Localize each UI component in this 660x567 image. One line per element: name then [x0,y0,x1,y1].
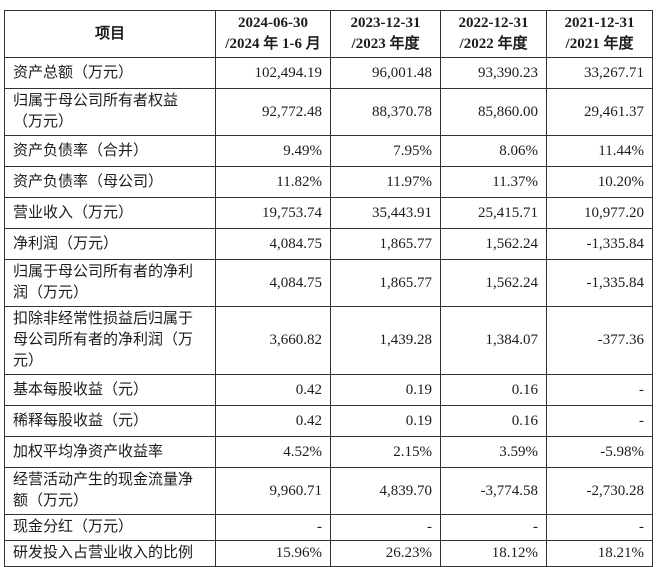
value-cell: 15.96% [215,540,331,567]
table-row-operating-cash-flow: 经营活动产生的现金流量净额（万元） 9,960.71 4,839.70 -3,7… [4,467,653,515]
column-header-2022: 2022-12-31 /2022 年度 [440,10,547,58]
value-cell: 92,772.48 [215,88,331,136]
value-cell: 88,370.78 [330,88,441,136]
value-cell: - [215,514,331,541]
row-label: 归属于母公司所有者的净利润（万元） [4,259,216,307]
value-cell: 11.97% [330,166,441,198]
period-date: 2024-06-30 [238,15,308,31]
period-date: 2023-12-31 [350,15,421,31]
value-cell: 9.49% [215,135,331,167]
row-label: 经营活动产生的现金流量净额（万元） [4,467,216,515]
value-cell: 35,443.91 [330,197,441,229]
value-cell: 11.82% [215,166,331,198]
value-cell: 7.95% [330,135,441,167]
value-cell: - [440,514,547,541]
value-cell: -1,335.84 [546,259,653,307]
value-cell: 0.16 [440,405,547,437]
value-cell: - [546,405,653,437]
period-range: /2022 年度 [459,36,528,52]
value-cell: 0.19 [330,374,441,406]
value-cell: 3,660.82 [215,306,331,375]
row-label: 现金分红（万元） [4,514,216,541]
value-cell: 3.59% [440,436,547,468]
table-row-diluted-eps: 稀释每股收益（元） 0.42 0.19 0.16 - [4,405,653,437]
table-row-net-profit-parent: 归属于母公司所有者的净利润（万元） 4,084.75 1,865.77 1,56… [4,259,653,307]
value-cell: 33,267.71 [546,57,653,89]
row-label: 稀释每股收益（元） [4,405,216,437]
table-row-debt-ratio-parent: 资产负债率（母公司） 11.82% 11.97% 11.37% 10.20% [4,166,653,198]
value-cell: 4,084.75 [215,228,331,260]
row-label: 资产总额（万元） [4,57,216,89]
value-cell: 4,839.70 [330,467,441,515]
value-cell: 1,439.28 [330,306,441,375]
value-cell: 11.44% [546,135,653,167]
period-date: 2021-12-31 [564,15,635,31]
value-cell: 93,390.23 [440,57,547,89]
period-range: /2023 年度 [351,36,420,52]
financial-summary-table: 项目 2024-06-30 /2024 年 1-6 月 2023-12-31 /… [4,10,653,567]
table-row-rd-ratio: 研发投入占营业收入的比例 15.96% 26.23% 18.12% 18.21% [4,540,653,567]
table-row-total-assets: 资产总额（万元） 102,494.19 96,001.48 93,390.23 … [4,57,653,89]
value-cell: 19,753.74 [215,197,331,229]
value-cell: 1,865.77 [330,228,441,260]
table-row-basic-eps: 基本每股收益（元） 0.42 0.19 0.16 - [4,374,653,406]
table-row-parent-equity: 归属于母公司所有者权益（万元） 92,772.48 88,370.78 85,8… [4,88,653,136]
value-cell: 2.15% [330,436,441,468]
value-cell: 4,084.75 [215,259,331,307]
row-label: 营业收入（万元） [4,197,216,229]
header-row: 项目 2024-06-30 /2024 年 1-6 月 2023-12-31 /… [4,10,653,58]
row-label: 基本每股收益（元） [4,374,216,406]
table-row-operating-revenue: 营业收入（万元） 19,753.74 35,443.91 25,415.71 1… [4,197,653,229]
period-range: /2021 年度 [565,36,634,52]
value-cell: 85,860.00 [440,88,547,136]
value-cell: 0.42 [215,405,331,437]
table-row-net-profit-excl-nonrecurring: 扣除非经常性损益后归属于母公司所有者的净利润（万元） 3,660.82 1,43… [4,306,653,375]
row-label: 加权平均净资产收益率 [4,436,216,468]
value-cell: 9,960.71 [215,467,331,515]
value-cell: 102,494.19 [215,57,331,89]
period-range: /2024 年 1-6 月 [225,36,321,52]
column-header-2021: 2021-12-31 /2021 年度 [546,10,653,58]
value-cell: -2,730.28 [546,467,653,515]
row-label: 净利润（万元） [4,228,216,260]
table-row-debt-ratio-consolidated: 资产负债率（合并） 9.49% 7.95% 8.06% 11.44% [4,135,653,167]
value-cell: -377.36 [546,306,653,375]
value-cell: 96,001.48 [330,57,441,89]
value-cell: 4.52% [215,436,331,468]
row-label: 归属于母公司所有者权益（万元） [4,88,216,136]
value-cell: 29,461.37 [546,88,653,136]
value-cell: 18.12% [440,540,547,567]
table-row-weighted-avg-roe: 加权平均净资产收益率 4.52% 2.15% 3.59% -5.98% [4,436,653,468]
column-header-item: 项目 [4,10,216,58]
value-cell: 0.16 [440,374,547,406]
value-cell: 8.06% [440,135,547,167]
value-cell: 25,415.71 [440,197,547,229]
value-cell: -5.98% [546,436,653,468]
table-row-net-profit: 净利润（万元） 4,084.75 1,865.77 1,562.24 -1,33… [4,228,653,260]
column-header-2024: 2024-06-30 /2024 年 1-6 月 [215,10,331,58]
value-cell: - [546,514,653,541]
value-cell: -3,774.58 [440,467,547,515]
value-cell: - [546,374,653,406]
row-label: 研发投入占营业收入的比例 [4,540,216,567]
value-cell: 0.42 [215,374,331,406]
row-label: 资产负债率（母公司） [4,166,216,198]
value-cell: 1,562.24 [440,228,547,260]
value-cell: 1,562.24 [440,259,547,307]
value-cell: 1,865.77 [330,259,441,307]
table-row-cash-dividend: 现金分红（万元） - - - - [4,514,653,541]
column-header-2023: 2023-12-31 /2023 年度 [330,10,441,58]
row-label: 资产负债率（合并） [4,135,216,167]
value-cell: 1,384.07 [440,306,547,375]
value-cell: 11.37% [440,166,547,198]
value-cell: 26.23% [330,540,441,567]
value-cell: -1,335.84 [546,228,653,260]
value-cell: - [330,514,441,541]
value-cell: 0.19 [330,405,441,437]
period-date: 2022-12-31 [458,15,529,31]
row-label: 扣除非经常性损益后归属于母公司所有者的净利润（万元） [4,306,216,375]
value-cell: 18.21% [546,540,653,567]
value-cell: 10.20% [546,166,653,198]
value-cell: 10,977.20 [546,197,653,229]
